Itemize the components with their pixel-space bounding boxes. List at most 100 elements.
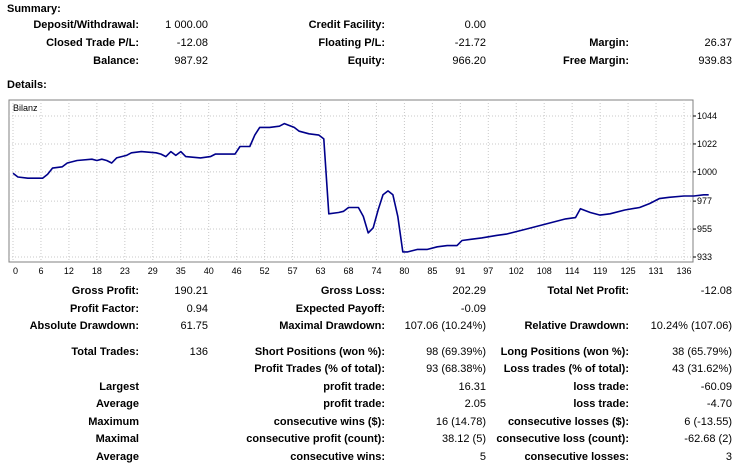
closed-pl-label: Closed Trade P/L: (46, 37, 139, 49)
x-tick-label: 74 (371, 266, 381, 276)
floating-pl-value: -21.72 (454, 37, 486, 49)
long-positions-label: Long Positions (won %): (500, 346, 629, 358)
total-trades-label: Total Trades: (71, 346, 139, 358)
x-tick-label: 119 (593, 266, 607, 276)
max-drawdown-label: Maximal Drawdown: (279, 320, 385, 332)
average-profit-label: profit trade: (323, 398, 385, 410)
x-tick-label: 6 (38, 266, 43, 276)
maximum-label: Maximum (88, 416, 139, 428)
avg-cons-losses-label: consecutive losses: (524, 451, 629, 463)
largest-loss-value: -60.09 (700, 381, 732, 393)
maximal-cons-loss-value: -62.68 (2) (684, 433, 732, 445)
loss-trades-value: 43 (31.62%) (672, 363, 732, 375)
abs-drawdown-value: 61.75 (180, 320, 208, 332)
profit-trades-label: Profit Trades (% of total): (254, 363, 385, 375)
x-tick-label: 68 (343, 266, 353, 276)
avg-cons-losses-value: 3 (725, 451, 732, 463)
profit-factor-value: 0.94 (186, 303, 208, 315)
gross-loss-label: Gross Loss: (320, 285, 385, 297)
x-tick-label: 52 (260, 266, 270, 276)
deposit-label: Deposit/Withdrawal: (33, 19, 139, 31)
gross-loss-value: 202.29 (452, 285, 486, 297)
margin-value: 26.37 (704, 37, 732, 49)
short-positions-label: Short Positions (won %): (254, 346, 385, 358)
x-tick-label: 108 (537, 266, 552, 276)
total-trades-value: 136 (189, 346, 208, 358)
balance-series-line (12, 122, 709, 253)
margin-label: Margin: (589, 37, 629, 49)
max-drawdown-value: 107.06 (10.24%) (404, 320, 486, 332)
max-cons-losses-label: consecutive losses ($): (507, 416, 629, 428)
x-axis-ticks: 0 6 12 18 23 29 35 40 46 52 57 63 68 74 80 85 91 97 102 108… (13, 266, 692, 276)
abs-drawdown-label: Absolute Drawdown: (29, 320, 139, 332)
largest-profit-value: 16.31 (458, 381, 486, 393)
max-cons-wins-value: 16 (14.78) (435, 416, 486, 428)
short-positions-value: 98 (69.39%) (426, 346, 486, 358)
y-tick-label: 1022 (697, 139, 717, 149)
x-tick-label: 85 (427, 266, 437, 276)
x-tick-label: 125 (621, 266, 636, 276)
avg-cons-wins-label: consecutive wins: (290, 451, 385, 463)
x-tick-label: 63 (316, 266, 326, 276)
balance-chart: Bilanz 0 6 12 18 23 29 35 40 46 52 57 63 68 74 80 85 91 9… (8, 99, 717, 276)
average-loss-value: -4.70 (706, 398, 732, 410)
deposit-value: 1 000.00 (165, 19, 208, 31)
maximal-cons-profit-label: consecutive profit (count): (246, 433, 385, 445)
maximal-cons-loss-label: consecutive loss (count): (496, 433, 629, 445)
y-tick-label: 955 (697, 224, 712, 234)
x-tick-label: 46 (232, 266, 242, 276)
x-tick-label: 80 (399, 266, 409, 276)
expected-payoff-label: Expected Payoff: (295, 303, 385, 315)
chart-legend: Bilanz (13, 103, 38, 113)
x-tick-label: 0 (13, 266, 18, 276)
gross-profit-value: 190.21 (174, 285, 208, 297)
profit-trades-value: 93 (68.38%) (426, 363, 486, 375)
profit-factor-label: Profit Factor: (69, 303, 139, 315)
x-tick-label: 136 (676, 266, 691, 276)
avg-cons-wins-value: 5 (479, 451, 486, 463)
max-cons-wins-label: consecutive wins ($): (273, 416, 385, 428)
equity-value: 966.20 (452, 55, 486, 67)
rel-drawdown-value: 10.24% (107.06) (650, 320, 732, 332)
y-tick-label: 977 (697, 196, 712, 206)
y-tick-label: 1044 (697, 111, 717, 121)
credit-value: 0.00 (464, 19, 486, 31)
chart-grid (9, 100, 693, 262)
chart-plot-area (8, 99, 694, 263)
maximal-label: Maximal (95, 433, 139, 445)
average-loss-label: loss trade: (573, 398, 629, 410)
x-tick-label: 18 (92, 266, 102, 276)
total-net-profit-label: Total Net Profit: (547, 285, 629, 297)
x-tick-label: 23 (120, 266, 130, 276)
free-margin-value: 939.83 (698, 55, 732, 67)
average-label: Average (95, 398, 139, 410)
total-net-profit-value: -12.08 (700, 285, 732, 297)
rel-drawdown-label: Relative Drawdown: (524, 320, 629, 332)
long-positions-value: 38 (65.79%) (672, 346, 732, 358)
gross-profit-label: Gross Profit: (71, 285, 139, 297)
summary-title: Summary: (7, 3, 61, 15)
x-tick-label: 40 (204, 266, 214, 276)
x-tick-label: 114 (565, 266, 579, 276)
floating-pl-label: Floating P/L: (318, 37, 385, 49)
largest-loss-label: loss trade: (573, 381, 629, 393)
free-margin-label: Free Margin: (562, 55, 629, 67)
loss-trades-label: Loss trades (% of total): (503, 363, 629, 375)
x-tick-label: 91 (455, 266, 465, 276)
maximal-cons-profit-value: 38.12 (5) (441, 433, 486, 445)
y-tick-label: 1000 (697, 167, 717, 177)
balance-label: Balance: (93, 55, 139, 67)
y-axis-ticks: 1044 1022 1000 977 955 933 (693, 111, 717, 262)
expected-payoff-value: -0.09 (460, 303, 486, 315)
x-tick-label: 102 (509, 266, 524, 276)
x-tick-label: 35 (176, 266, 186, 276)
x-tick-label: 29 (148, 266, 158, 276)
x-tick-label: 57 (288, 266, 298, 276)
largest-profit-label: profit trade: (323, 381, 385, 393)
equity-label: Equity: (347, 55, 385, 67)
y-tick-label: 933 (697, 252, 712, 262)
x-tick-label: 12 (64, 266, 74, 276)
x-tick-label: 131 (649, 266, 664, 276)
max-cons-losses-value: 6 (-13.55) (684, 416, 732, 428)
details-title: Details: (7, 79, 47, 91)
